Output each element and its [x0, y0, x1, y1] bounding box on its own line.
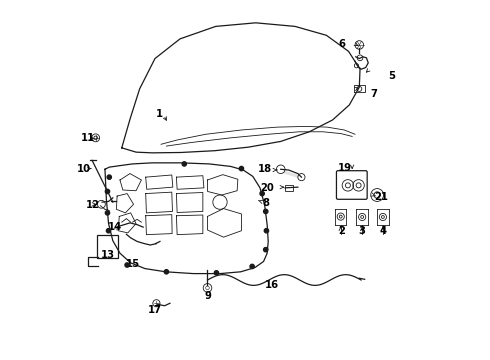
Circle shape	[214, 271, 219, 275]
Text: 7: 7	[370, 89, 377, 99]
Circle shape	[250, 264, 254, 269]
Circle shape	[107, 175, 111, 179]
Text: 12: 12	[86, 200, 100, 210]
Circle shape	[264, 229, 269, 233]
Text: 9: 9	[204, 291, 211, 301]
Text: 15: 15	[125, 259, 140, 269]
Circle shape	[264, 248, 268, 252]
Text: 8: 8	[262, 198, 269, 208]
Text: 14: 14	[107, 222, 122, 232]
Text: 13: 13	[100, 250, 115, 260]
Circle shape	[105, 211, 110, 215]
Circle shape	[105, 189, 110, 194]
Text: 11: 11	[81, 133, 95, 143]
Circle shape	[260, 192, 264, 196]
Circle shape	[164, 270, 169, 274]
Circle shape	[106, 229, 111, 233]
Text: 4: 4	[380, 226, 387, 236]
Circle shape	[264, 209, 268, 213]
Text: 19: 19	[338, 163, 352, 173]
Text: 17: 17	[148, 305, 162, 315]
Text: 5: 5	[388, 71, 395, 81]
Circle shape	[239, 166, 244, 171]
Text: 2: 2	[338, 226, 345, 236]
Text: 21: 21	[374, 192, 388, 202]
Text: 6: 6	[339, 39, 346, 49]
Text: 16: 16	[265, 280, 279, 291]
Circle shape	[182, 162, 186, 166]
Text: 10: 10	[77, 164, 91, 174]
Text: 20: 20	[260, 183, 273, 193]
Circle shape	[125, 263, 129, 267]
Text: 3: 3	[359, 226, 366, 236]
Text: 1: 1	[156, 109, 163, 119]
Text: 18: 18	[258, 164, 272, 174]
